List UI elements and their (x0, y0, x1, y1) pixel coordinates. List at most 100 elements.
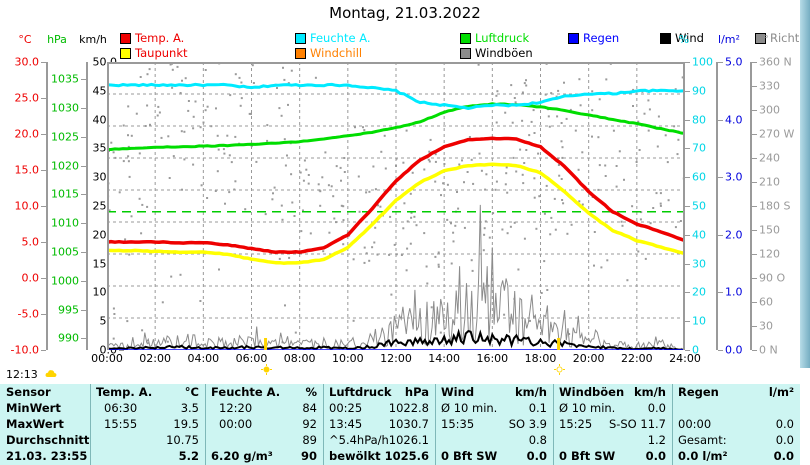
axis-tick (685, 350, 690, 351)
axis-tick (41, 62, 46, 63)
table-row: 00:25 1022.8 (323, 400, 435, 416)
table-header-row: Temp. A. °C (90, 384, 205, 400)
axis-tick (752, 134, 757, 135)
axis-tick (81, 108, 86, 110)
axis-tick-label: 25.0 (14, 91, 40, 105)
chart-plot-area[interactable] (106, 62, 687, 352)
cell-left: bewölkt (329, 449, 381, 463)
axis-tick (41, 206, 46, 207)
legend-richtung-swatch (755, 33, 766, 44)
axis-tick (81, 252, 86, 254)
axis-tick (685, 148, 690, 150)
axis-tick (685, 119, 690, 121)
column-divider (205, 384, 206, 465)
cell-left: 0.0 l/m² (678, 449, 728, 463)
legend-feuchte-swatch (295, 33, 306, 44)
table-header-row: Feuchte A.% (205, 384, 323, 400)
column-header-label: Sensor (6, 385, 51, 399)
cell-left: 0 Bft SW (559, 449, 616, 463)
axis-tick (752, 326, 757, 327)
legend-taupunkt-swatch (120, 48, 131, 59)
legend-windboeen-label: Windböen (475, 46, 533, 60)
unit-direction: ° (763, 33, 769, 46)
legend-windchill-swatch (295, 48, 306, 59)
cell-left: ^5.4hPa/h (329, 433, 389, 447)
axis-tick-label: 2.0 (725, 228, 743, 242)
table-row: 15:25 S-SO 11.7 (553, 416, 672, 432)
table-row: 15:55 19.5 (90, 416, 205, 432)
legend-feuchte[interactable]: Feuchte A. (295, 31, 371, 46)
table-header-row: Wind km/h (435, 384, 553, 400)
cell-left: 15:35 (441, 417, 475, 431)
cell-value: 5.2 (178, 449, 199, 463)
table-row: MaxWert (0, 416, 90, 432)
axis-tick-label: 30 (759, 319, 773, 333)
axis-tick-label: 270 W (759, 127, 795, 141)
legend-temp[interactable]: Temp. A. (120, 31, 188, 46)
axis-tick-label: 5.0 (21, 235, 40, 249)
row-label: 21.03. 23:55 (6, 449, 88, 463)
grid (107, 62, 685, 350)
axis-tick (752, 158, 757, 159)
table-header-row: Sensor (0, 384, 90, 400)
axis-tick-label: 990 (58, 331, 79, 345)
axis-tick (718, 234, 723, 236)
table-row: Durchschnitt (0, 432, 90, 448)
wind-direction-points (107, 62, 687, 352)
cell-left: 12:20 (219, 401, 253, 415)
column-header-unit: % (305, 385, 317, 399)
cell-value: S-SO 11.7 (608, 417, 666, 431)
legend-wind[interactable]: Wind (660, 31, 704, 46)
row-label: Durchschnitt (6, 433, 90, 447)
cell-left: 6.20 g/m³ (211, 449, 273, 463)
cell-value: 92 (302, 417, 317, 431)
axis-tick-label: 0.0 (725, 343, 743, 357)
axis-tick-label: 0 N (759, 343, 778, 357)
scrollbar-vertical[interactable] (800, 0, 810, 368)
axis-tick (752, 206, 757, 207)
status-line: 12:13 (6, 368, 57, 381)
legend-feuchte-label: Feuchte A. (310, 31, 371, 45)
axis-tick-label: 4.0 (725, 113, 743, 127)
axis-tick-label: 120 (759, 247, 780, 261)
axis-tick-label: 0.0 (21, 271, 40, 285)
x-axis-labels: 00:00 02:00 04:00 06:00 08:00 10:00 12:00 14:00… (0, 352, 810, 366)
axis-tick (685, 321, 690, 323)
column-header-label: Windböen (559, 385, 625, 399)
legend-temp-swatch (120, 33, 131, 44)
table-row: 21.03. 23:55 (0, 448, 90, 464)
axis-pressure: 1035 1030 1025 1020 1015 1010 1005 1000 995 990 (48, 62, 88, 350)
table-row: 6.20 g/m³ 90 (205, 448, 323, 464)
legend-windchill[interactable]: Windchill (295, 46, 371, 61)
axis-tick (685, 90, 690, 92)
legend-taupunkt[interactable]: Taupunkt (120, 46, 188, 61)
cell-left: Ø 10 min. (559, 401, 616, 415)
table-row: 0.8 (435, 432, 553, 448)
legend-wind-swatch (660, 33, 671, 44)
table-column-rain: Regen l/m² 00:00 0.0 Gesamt: 0.0 0.0 l/m² 0.0 (672, 384, 800, 465)
table-row: Gesamt: 0.0 (672, 432, 800, 448)
legend-luftdruck[interactable]: Luftdruck (460, 31, 533, 46)
legend-regen[interactable]: Regen (568, 31, 619, 46)
axis-tick (81, 309, 86, 311)
cell-value: 1.2 (647, 433, 666, 447)
column-header-unit: l/m² (768, 385, 794, 399)
axis-tick (119, 350, 124, 351)
cell-value: SO 3.9 (508, 417, 547, 431)
x-axis-tick-label: 12:00 (380, 352, 412, 365)
table-row: 1.2 (553, 432, 672, 448)
x-axis-tick-label: 20:00 (572, 352, 605, 365)
legend-windboeen[interactable]: Windböen (460, 46, 533, 61)
cell-left: 0 Bft SW (441, 449, 498, 463)
table-row: 00:00 92 (205, 416, 323, 432)
column-divider (672, 384, 673, 465)
x-axis-tick-label: 04:00 (187, 352, 220, 365)
axis-tick-label: 1010 (51, 216, 79, 230)
axis-tick (81, 194, 86, 196)
x-axis-tick-label: 06:00 (235, 352, 268, 365)
cell-left: 00:25 (329, 401, 363, 415)
series-temp (106, 136, 686, 255)
row-label: MaxWert (6, 417, 64, 431)
axis-tick-label: 10 (692, 314, 706, 328)
